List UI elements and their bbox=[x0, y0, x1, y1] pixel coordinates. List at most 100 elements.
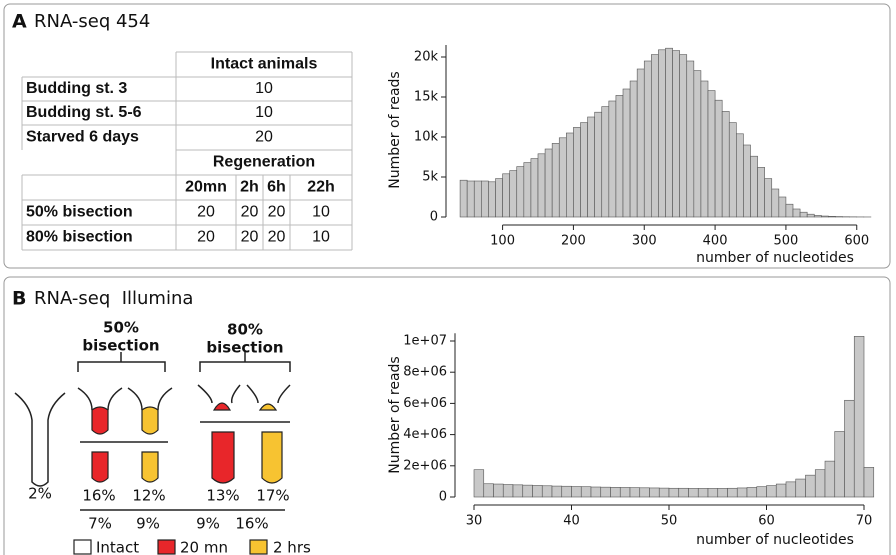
column-header: 6h bbox=[267, 179, 286, 196]
bar bbox=[828, 216, 835, 217]
bar bbox=[666, 48, 673, 217]
bar bbox=[807, 214, 814, 217]
head-yellow bbox=[260, 404, 276, 410]
bar bbox=[524, 163, 531, 217]
row-label: Starved 6 days bbox=[26, 129, 139, 146]
bar bbox=[758, 167, 765, 217]
bar bbox=[496, 179, 503, 217]
y-tick-label: 8e+06 bbox=[403, 365, 447, 380]
percent: 2% bbox=[28, 485, 52, 503]
bar bbox=[708, 488, 718, 497]
bar bbox=[572, 487, 582, 497]
x-tick-label: 40 bbox=[563, 514, 580, 529]
legend-swatch bbox=[74, 540, 91, 554]
bar bbox=[644, 61, 651, 217]
legend-swatch bbox=[250, 540, 267, 554]
bar bbox=[581, 487, 591, 497]
x-axis-label: number of nucleotides bbox=[696, 532, 854, 548]
percent: 16% bbox=[235, 515, 268, 533]
head-outline bbox=[247, 385, 290, 403]
bar bbox=[481, 181, 488, 217]
bar bbox=[637, 69, 644, 217]
body-red bbox=[92, 452, 108, 482]
bar bbox=[630, 81, 637, 217]
bar bbox=[503, 174, 510, 217]
y-axis-label: Number of reads bbox=[387, 356, 403, 473]
bar bbox=[701, 81, 708, 217]
figure: A RNA-seq 454 B RNA-seq Illumina 50% bis… bbox=[0, 0, 896, 555]
bar bbox=[552, 143, 559, 217]
bar bbox=[595, 112, 602, 217]
panel-title: RNA-seq Illumina bbox=[34, 288, 193, 309]
bar bbox=[751, 156, 758, 217]
bar bbox=[562, 486, 572, 497]
bar bbox=[767, 486, 777, 497]
y-tick-label: 15k bbox=[414, 90, 439, 105]
bar bbox=[772, 189, 779, 217]
table-header: Intact animals bbox=[211, 56, 318, 73]
cell: 10 bbox=[312, 229, 330, 246]
bar bbox=[776, 484, 786, 497]
bar bbox=[718, 488, 728, 497]
x-tick-label: 50 bbox=[661, 514, 678, 529]
legend-label: 20 mn bbox=[180, 539, 228, 555]
y-tick-label: 10k bbox=[414, 130, 439, 145]
bar bbox=[467, 181, 474, 217]
bar bbox=[793, 209, 800, 217]
cell: 10 bbox=[312, 204, 330, 221]
cell: 20 bbox=[197, 229, 215, 246]
head-yellow bbox=[142, 407, 158, 434]
x-axis-label: number of nucleotides bbox=[696, 250, 854, 266]
bar bbox=[531, 159, 538, 217]
bar bbox=[474, 181, 481, 217]
bar bbox=[821, 216, 828, 217]
bar bbox=[630, 488, 640, 497]
bar bbox=[728, 488, 738, 497]
bar bbox=[609, 101, 616, 217]
bar bbox=[743, 145, 750, 217]
row-label: 80% bisection bbox=[26, 229, 133, 246]
cell: 20 bbox=[241, 229, 259, 246]
bar bbox=[640, 488, 650, 497]
body-yellow bbox=[262, 432, 282, 483]
bar bbox=[517, 167, 524, 217]
bar bbox=[510, 171, 517, 217]
percent: 7% bbox=[88, 515, 112, 533]
bar bbox=[559, 138, 566, 217]
bar bbox=[602, 107, 609, 217]
cell: 20 bbox=[268, 204, 286, 221]
bar bbox=[680, 55, 687, 217]
bar bbox=[533, 485, 543, 497]
x-tick-label: 600 bbox=[844, 234, 869, 249]
bar bbox=[542, 486, 552, 497]
bar bbox=[845, 400, 855, 497]
group-label: 50% bbox=[103, 319, 139, 337]
bar bbox=[658, 50, 665, 217]
bar bbox=[513, 485, 523, 497]
percent: 17% bbox=[256, 487, 289, 505]
bar bbox=[757, 487, 767, 497]
bar bbox=[650, 488, 660, 497]
x-tick-label: 70 bbox=[856, 514, 873, 529]
cell: 20 bbox=[268, 229, 286, 246]
bar bbox=[715, 100, 722, 217]
bar bbox=[765, 179, 772, 217]
bar bbox=[573, 127, 580, 217]
bar bbox=[601, 487, 611, 497]
bar bbox=[814, 215, 821, 217]
bar bbox=[736, 134, 743, 217]
bar bbox=[623, 89, 630, 217]
x-tick-label: 300 bbox=[632, 234, 657, 249]
bar bbox=[488, 182, 495, 217]
bar bbox=[545, 149, 552, 217]
table-header: Regeneration bbox=[213, 154, 315, 171]
bar bbox=[729, 123, 736, 217]
x-tick-label: 100 bbox=[490, 234, 515, 249]
cell: 10 bbox=[255, 104, 273, 121]
percent: 16% bbox=[82, 487, 115, 505]
bar bbox=[460, 180, 467, 217]
row-label: 50% bisection bbox=[26, 204, 133, 221]
bar bbox=[708, 91, 715, 217]
bar bbox=[581, 123, 588, 217]
bar bbox=[747, 487, 757, 497]
